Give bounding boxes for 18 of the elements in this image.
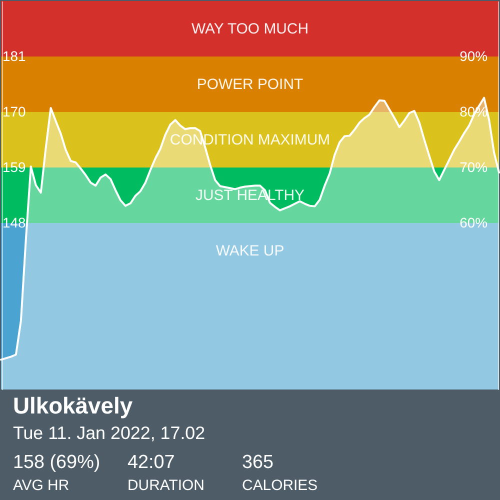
text: Ulkokävely [12,392,133,418]
text: DURATION [127,477,204,494]
y-tick-label: 170 [2,103,26,120]
y-tick-label: 148 [2,214,26,230]
band-label: POWER POINT [196,76,304,94]
y-tick-label: 181 [2,48,26,64]
text: 158 (69%) [12,452,100,474]
y-tick-label: 159 [2,158,26,175]
y2-tick-label: 90% [460,48,488,64]
text: CALORIES [242,477,318,494]
text: Tue 11. Jan 2022, 17.02 [12,423,206,444]
text: AVG HR [12,477,70,494]
band-label: WAKE UP [216,242,284,260]
y2-tick-label: 70% [460,158,488,175]
text: 42:07 [127,452,175,474]
y2-tick-label: 60% [460,214,488,230]
text: 365 [242,452,274,474]
band-label: WAY TOO MUCH [191,20,309,38]
